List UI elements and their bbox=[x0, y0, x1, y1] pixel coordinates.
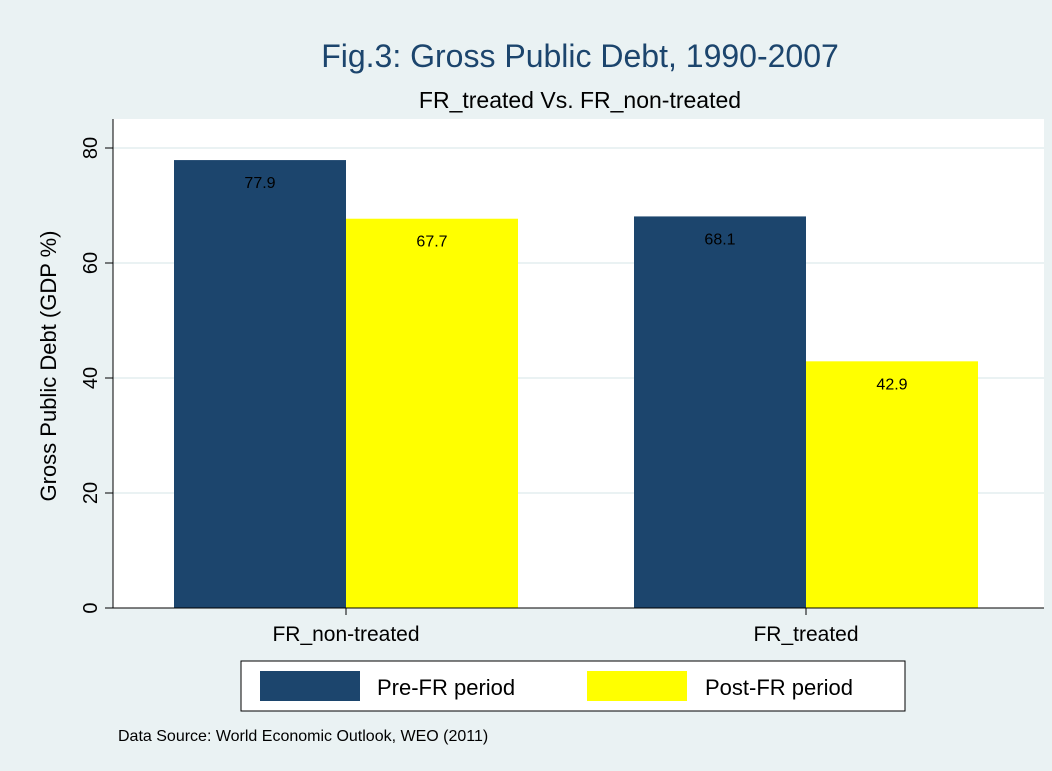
bar bbox=[634, 216, 806, 609]
bar bbox=[174, 160, 346, 608]
bar-value-label: 68.1 bbox=[704, 231, 735, 248]
bar bbox=[806, 361, 978, 608]
bar bbox=[346, 218, 518, 608]
chart-subtitle: FR_treated Vs. FR_non-treated bbox=[419, 87, 741, 113]
y-tick-label: 20 bbox=[80, 482, 102, 504]
legend-label-pre-fr: Pre-FR period bbox=[377, 675, 515, 700]
bar-value-label: 67.7 bbox=[416, 234, 447, 251]
bar-layer: 77.9 67.7 68.1 42.9 bbox=[174, 160, 978, 609]
legend: Pre-FR period Post-FR period bbox=[240, 660, 906, 712]
legend-swatch-pre-fr bbox=[260, 671, 360, 701]
chart-title: Fig.3: Gross Public Debt, 1990-2007 bbox=[321, 38, 839, 74]
y-axis-title: Gross Public Debt (GDP %) bbox=[36, 230, 61, 501]
y-tick-label: 80 bbox=[80, 137, 102, 159]
y-tick-label: 0 bbox=[80, 602, 102, 613]
y-tick-label: 40 bbox=[80, 367, 102, 389]
x-category-label: FR_non-treated bbox=[272, 623, 419, 646]
bar-value-label: 42.9 bbox=[876, 376, 907, 393]
legend-label-post-fr: Post-FR period bbox=[705, 675, 853, 700]
source-note: Data Source: World Economic Outlook, WEO… bbox=[118, 728, 488, 745]
bar-value-label: 77.9 bbox=[244, 175, 275, 192]
legend-swatch-post-fr bbox=[587, 671, 687, 701]
y-tick-label: 60 bbox=[80, 252, 102, 274]
x-category-label: FR_treated bbox=[753, 623, 858, 646]
axis-layer: 0 20 40 60 80 FR_non-treated FR_treated bbox=[80, 119, 1044, 646]
